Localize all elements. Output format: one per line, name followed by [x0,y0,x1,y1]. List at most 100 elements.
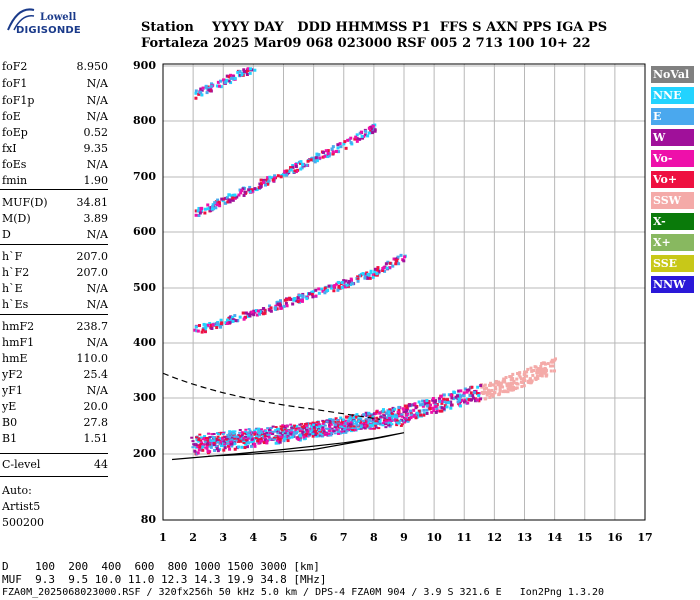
echo-point [440,406,444,410]
param-row: foF1 N/A [2,77,108,92]
echo-point [210,444,214,447]
echo-point [347,138,351,142]
echo-point [396,410,400,414]
param-key: yF2 [2,368,23,381]
echo-point [275,307,279,311]
digisonde-logo-icon [7,8,35,31]
echo-point [290,427,294,431]
echo-point [363,424,367,427]
echo-point [497,380,501,384]
echo-point [484,397,488,401]
echo-point [419,403,423,407]
echo-point [551,364,555,368]
echo-point [290,431,294,434]
echo-point [231,315,235,319]
echo-point [365,424,369,427]
param-row: B0 27.8 [2,416,108,431]
echo-point [371,415,375,418]
echo-point [551,360,555,364]
echo-point [310,290,314,294]
echo-point [349,425,353,428]
echo-point [289,423,293,426]
legend-item: SSW [651,192,694,209]
echo-point [206,323,210,327]
echo-point [445,405,449,409]
echo-point [371,275,375,279]
echo-point [332,289,336,293]
echo-point [359,426,363,429]
echo-point [223,201,227,205]
echo-point [227,75,231,79]
echo-point [375,272,379,276]
echo-point [369,423,373,426]
echo-point [452,397,456,401]
param-value: N/A [86,228,108,241]
echo-point [240,73,244,77]
echo-point [397,408,401,412]
echo-point [540,362,544,366]
echo-point [233,443,237,446]
echo-point [198,437,202,440]
echo-point [315,421,319,424]
echo-point [376,422,380,425]
echo-point [336,146,340,150]
echo-point [404,419,408,422]
echo-point [246,67,250,71]
echo-point [340,286,344,290]
echo-point [442,407,446,411]
echo-point [233,76,237,80]
echo-point [427,407,431,411]
echo-point [211,441,215,445]
echo-point [340,281,344,285]
echo-point [216,433,220,436]
echo-point [532,369,536,373]
echo-point [355,423,359,426]
echo-point [283,426,287,429]
echo-point [203,435,207,438]
separator-line [0,476,108,477]
echo-point [317,291,321,295]
echo-point [324,427,328,430]
echo-point [402,259,406,263]
echo-point [387,422,391,426]
echo-point [264,429,268,432]
echo-point [391,409,395,413]
echo-point [459,389,463,393]
echo-point [272,438,276,441]
echo-point [219,431,223,434]
echo-point [387,410,391,414]
echo-point [244,435,248,438]
param-key: fxI [2,142,17,155]
echo-point [364,421,368,425]
echo-point [190,436,194,439]
echo-point [237,445,241,449]
param-row: fxI 9.35 [2,142,108,157]
echo-point [479,397,483,401]
echo-point [238,188,242,192]
echo-point [263,436,267,439]
echo-point [412,414,416,418]
echo-point [299,429,303,432]
echo-point [439,395,443,399]
echo-point [490,388,494,392]
echo-point [218,325,222,329]
echo-point [268,430,272,433]
echo-point [233,430,237,433]
echo-point [313,160,317,164]
echo-point [240,431,244,434]
echo-point [440,409,444,413]
echo-point [435,403,439,407]
echo-point [402,408,406,412]
echo-point [543,371,547,375]
echo-point [362,419,366,422]
echo-point [287,169,291,173]
echo-point [210,433,214,436]
echo-point [201,438,205,441]
echo-point [229,436,233,439]
echo-point [382,419,386,422]
footer-file-info: FZA0M_2025068023000.RSF / 320fx256h 50 k… [2,587,605,598]
param-row: hmF1 N/A [2,336,108,351]
echo-point [261,312,265,316]
x-tick-label: 11 [456,531,472,544]
echo-point [257,441,261,445]
